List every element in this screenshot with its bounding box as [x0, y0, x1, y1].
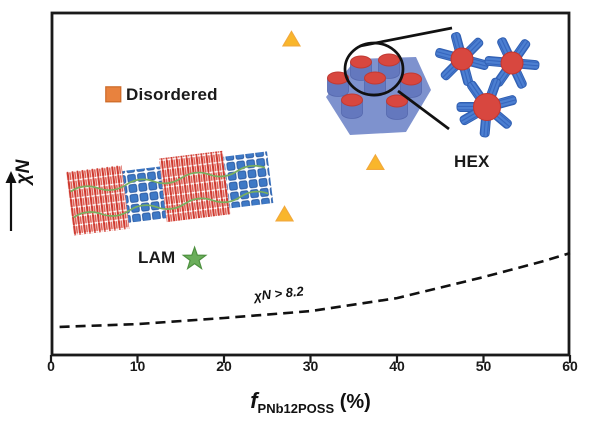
- hex-cylinders: [327, 53, 422, 120]
- disordered-label: Disordered: [126, 85, 218, 104]
- marker-hex: [365, 153, 385, 171]
- lam-label: LAM: [138, 248, 176, 267]
- marker-hex: [275, 205, 295, 222]
- y-axis-label: χN: [4, 112, 44, 232]
- lam-blue-band: [223, 151, 274, 209]
- lam-red-band: [159, 150, 231, 223]
- lam-green-chain: [69, 164, 266, 193]
- x-tick-label: 30: [302, 358, 319, 374]
- hex-structure-illustration: [326, 26, 540, 138]
- magnifier-callout: [343, 26, 453, 131]
- lam-blue-band: [122, 166, 167, 223]
- x-axis-ticks: [49, 355, 572, 363]
- x-axis-symbol: f: [250, 388, 258, 413]
- x-tick-label: 0: [47, 358, 55, 374]
- lam-red-band: [66, 165, 130, 236]
- marker-disordered: [105, 86, 122, 103]
- chart-content: [59, 30, 571, 329]
- x-axis-subscript: PNb12POSS: [257, 401, 335, 416]
- y-axis-arrow-icon: [5, 171, 17, 231]
- lam-structure-illustration: [66, 150, 274, 236]
- x-tick-label: 10: [129, 358, 146, 374]
- phase-boundary-curve: [59, 251, 571, 329]
- x-tick-label: 40: [389, 358, 405, 374]
- hex-label: HEX: [454, 152, 490, 171]
- x-tick-label: 60: [562, 358, 578, 374]
- hex-micelle-cluster: [435, 32, 540, 138]
- x-tick-label: 20: [216, 358, 232, 374]
- marker-hex: [281, 30, 302, 47]
- marker-lam: [181, 245, 208, 270]
- lam-green-chain: [73, 190, 269, 219]
- x-axis-unit: (%): [339, 391, 371, 413]
- x-axis-title: fPNb12POSS (%): [51, 388, 570, 416]
- x-tick-label: 50: [475, 358, 492, 374]
